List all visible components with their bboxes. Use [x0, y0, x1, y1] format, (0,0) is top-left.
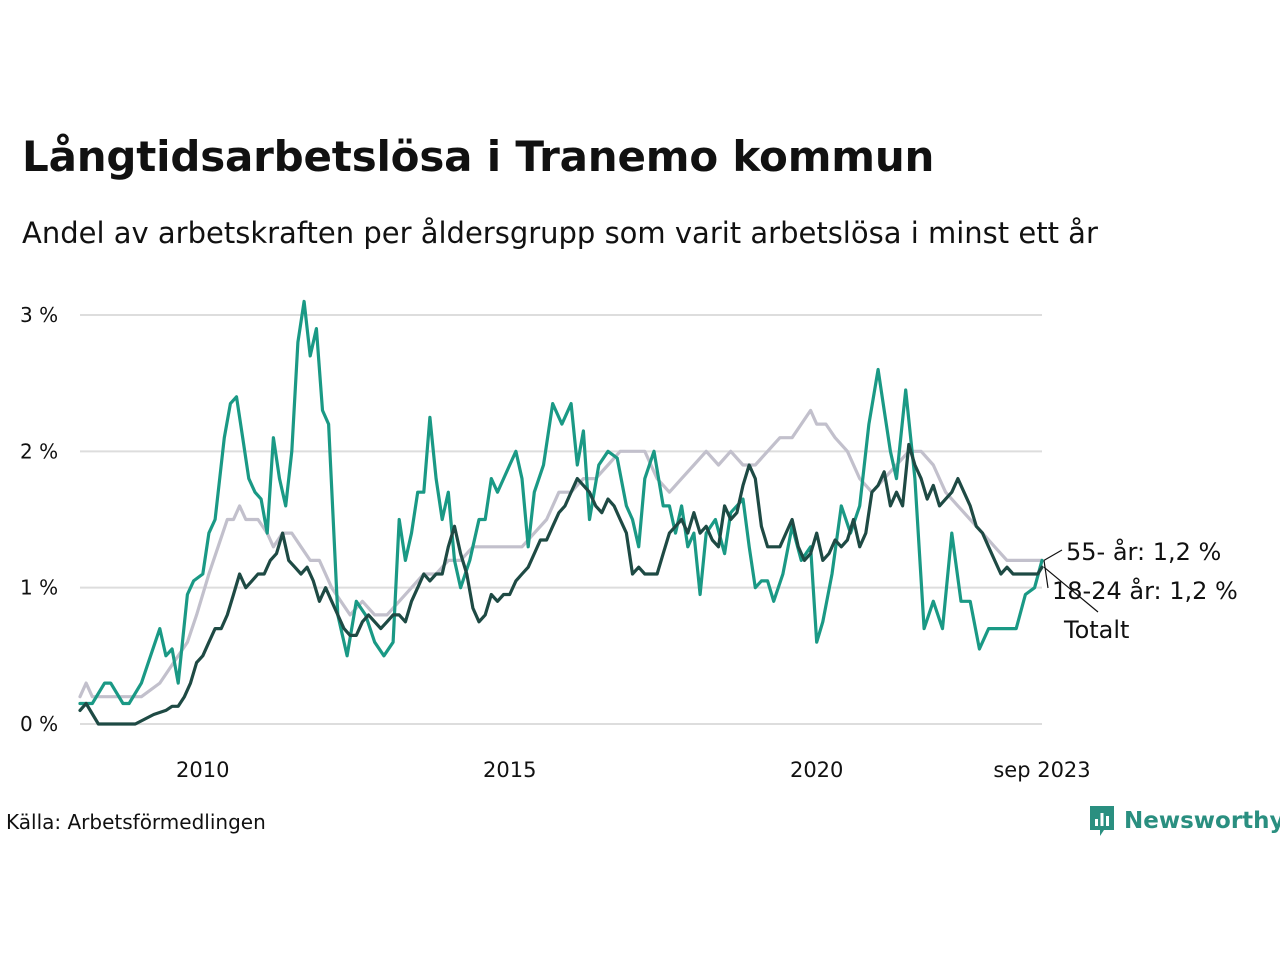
leader-line [1043, 566, 1099, 613]
y-tick-label: 0 % [20, 712, 58, 736]
end-label: 18-24 år: 1,2 % [1052, 576, 1238, 605]
series-lines [78, 299, 1044, 726]
leader-line [1043, 560, 1049, 589]
gridlines [80, 314, 1042, 725]
series-line-55-r [78, 408, 1044, 699]
x-axis-tick-labels: 2010 2015 2020 sep 2023 [176, 758, 1091, 782]
leader-line [1043, 549, 1063, 561]
end-label: 55- år: 1,2 % [1066, 537, 1221, 566]
end-labels: 55- år: 1,2 % 18-24 år: 1,2 % Totalt [1043, 537, 1238, 644]
newsworthy-logo-icon [1090, 806, 1114, 836]
y-tick-label: 3 % [20, 303, 58, 327]
series-line-18-24-r [78, 299, 1044, 706]
series-line-totalt [78, 442, 1044, 726]
chart-title: Långtidsarbetslösa i Tranemo kommun [22, 132, 935, 181]
end-label: Totalt [1063, 616, 1129, 644]
y-axis-tick-labels: 0 % 1 % 2 % 3 % [20, 303, 58, 736]
y-tick-label: 2 % [20, 439, 58, 463]
x-tick-label: 2010 [176, 758, 229, 782]
x-tick-label: sep 2023 [993, 758, 1090, 782]
chart-subtitle: Andel av arbetskraften per åldersgrupp s… [22, 216, 1098, 250]
x-tick-label: 2015 [483, 758, 536, 782]
source-note: Källa: Arbetsförmedlingen [6, 810, 266, 834]
x-tick-label: 2020 [790, 758, 843, 782]
y-tick-label: 1 % [20, 576, 58, 600]
newsworthy-logo[interactable]: Newsworthy [1088, 804, 1280, 838]
brand-name: Newsworthy [1124, 808, 1280, 834]
